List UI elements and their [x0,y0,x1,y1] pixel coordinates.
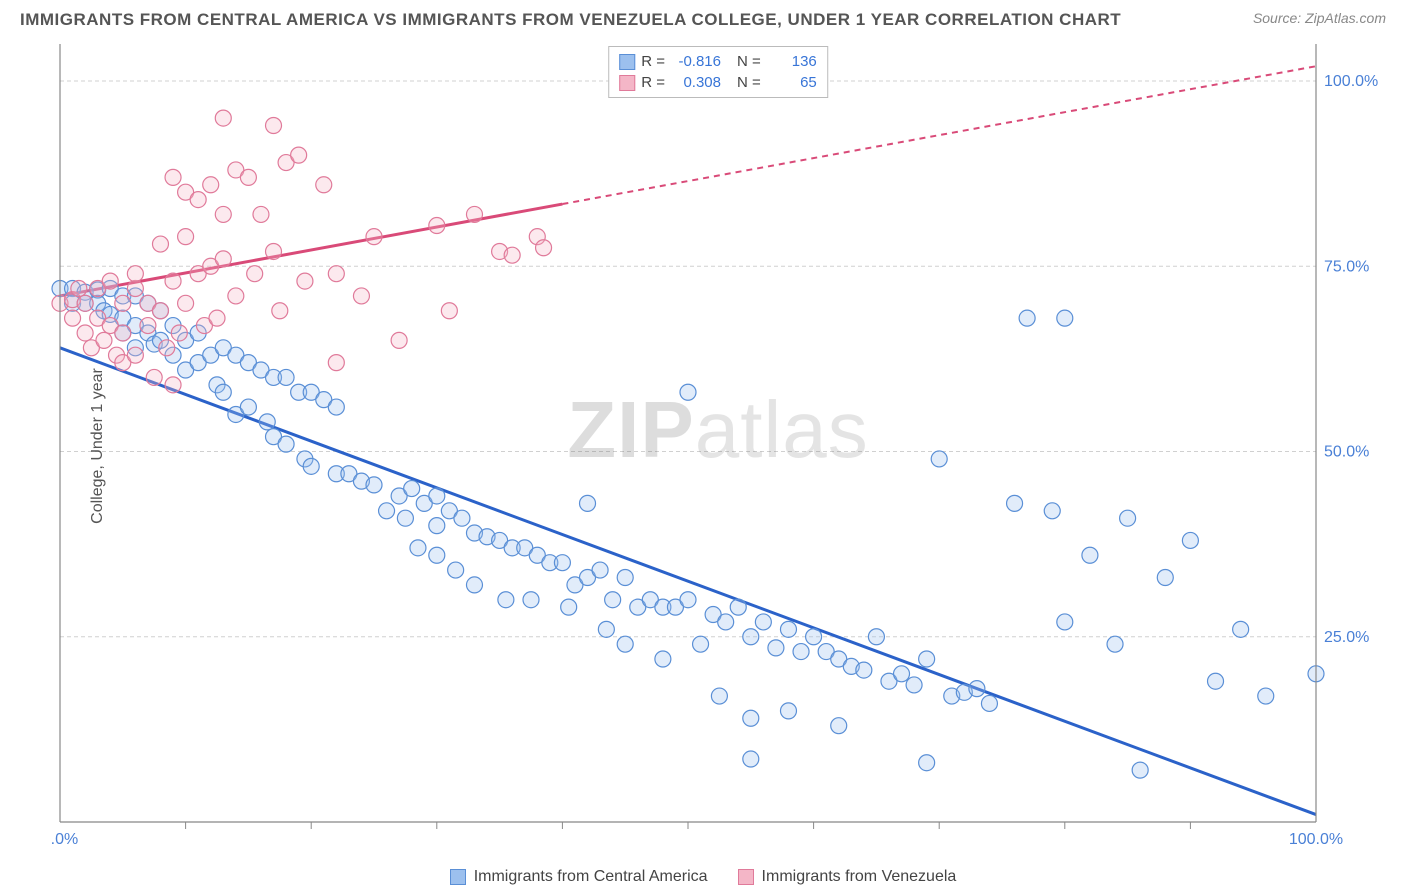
svg-text:25.0%: 25.0% [1324,629,1369,646]
swatch-series-b [738,869,754,885]
y-axis-label: College, Under 1 year [89,368,107,524]
legend-row-series-a: R = -0.816 N = 136 [619,51,817,72]
scatter-plot: 25.0% 50.0% 75.0% 100.0% 0.0% 100.0% [50,40,1386,852]
svg-text:100.0%: 100.0% [1289,831,1343,848]
swatch-series-a [450,869,466,885]
swatch-series-a [619,54,635,70]
legend-item-series-b: Immigrants from Venezuela [738,868,957,886]
series-legend: Immigrants from Central America Immigran… [0,868,1406,886]
svg-text:75.0%: 75.0% [1324,258,1369,275]
source-attribution: Source: ZipAtlas.com [1253,10,1386,26]
legend-row-series-b: R = 0.308 N = 65 [619,72,817,93]
swatch-series-b [619,75,635,91]
correlation-legend: R = -0.816 N = 136 R = 0.308 N = 65 [608,46,828,98]
chart-title: IMMIGRANTS FROM CENTRAL AMERICA VS IMMIG… [20,10,1121,30]
svg-text:0.0%: 0.0% [50,831,78,848]
svg-text:50.0%: 50.0% [1324,444,1369,461]
legend-item-series-a: Immigrants from Central America [450,868,708,886]
svg-text:100.0%: 100.0% [1324,73,1378,90]
plot-area: College, Under 1 year 25.0% 50.0% 75.0% 100… [50,40,1386,852]
